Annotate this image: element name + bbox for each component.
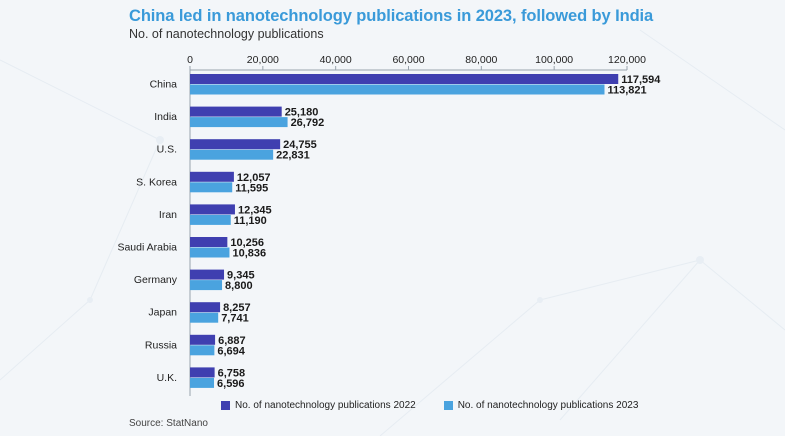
data-label-2023: 11,190 <box>234 215 267 227</box>
data-label-2022: 12,057 <box>237 172 271 184</box>
legend-item-2023: No. of nanotechnology publications 2023 <box>443 400 639 411</box>
bar-2023 <box>190 377 215 388</box>
bar-2022 <box>190 367 215 378</box>
bar-2023 <box>190 149 274 160</box>
bar-2023 <box>190 117 288 128</box>
category-label: Russia <box>145 339 177 351</box>
data-label-2023: 22,831 <box>276 150 310 162</box>
bar-2022 <box>190 139 281 150</box>
chart-title: China led in nanotechnology publications… <box>129 7 654 25</box>
data-label-2022: 6,758 <box>218 367 246 379</box>
chart-legend: No. of nanotechnology publications 2022 … <box>221 400 666 411</box>
category-label: U.K. <box>157 372 177 384</box>
legend-label-2023: No. of nanotechnology publications 2023 <box>457 400 639 411</box>
data-label-2023: 113,821 <box>607 85 646 97</box>
data-label-2023: 7,741 <box>221 313 249 325</box>
data-label-2022: 25,180 <box>285 107 319 119</box>
bar-2022 <box>190 106 282 117</box>
bar-2022 <box>190 74 619 84</box>
category-label: India <box>154 111 177 123</box>
bar-2022 <box>190 204 235 215</box>
data-label-2023: 11,595 <box>235 182 268 194</box>
category-label: China <box>150 79 178 91</box>
category-label: Iran <box>159 209 177 221</box>
legend-label-2022: No. of nanotechnology publications 2022 <box>235 400 416 411</box>
legend-swatch-2023 <box>443 401 453 410</box>
x-tick-label: 20,000 <box>247 54 279 66</box>
category-label: Japan <box>148 307 177 319</box>
category-label: S. Korea <box>136 176 177 188</box>
data-label-2023: 26,792 <box>291 117 325 129</box>
category-label: Germany <box>134 274 178 286</box>
source-note: Source: StatNano <box>129 418 208 429</box>
category-label: U.S. <box>157 144 177 156</box>
bar-2022 <box>190 237 228 247</box>
x-tick-label: 60,000 <box>392 54 424 66</box>
data-label-2022: 12,345 <box>238 204 272 216</box>
data-label-2023: 6,694 <box>217 345 245 357</box>
bar-2023 <box>190 84 605 95</box>
x-tick-label: 120,000 <box>608 54 646 66</box>
data-label-2022: 10,256 <box>230 237 264 249</box>
data-label-2022: 117,594 <box>621 74 661 86</box>
bar-2023 <box>190 214 231 225</box>
category-label: Saudi Arabia <box>117 242 177 254</box>
bar-2022 <box>190 334 216 345</box>
data-label-2022: 9,345 <box>227 270 255 282</box>
x-tick-label: 40,000 <box>320 54 352 66</box>
chart-subtitle: No. of nanotechnology publications <box>129 27 324 41</box>
data-label-2022: 24,755 <box>283 139 317 151</box>
legend-item-2022: No. of nanotechnology publications 2022 <box>221 400 416 411</box>
bar-2023 <box>190 247 230 258</box>
data-label-2023: 8,800 <box>225 280 253 292</box>
bar-2023 <box>190 280 223 291</box>
data-label-2023: 10,836 <box>232 248 266 260</box>
bar-2022 <box>190 269 225 280</box>
bar-2023 <box>190 312 219 323</box>
x-tick-label: 0 <box>187 54 193 66</box>
x-tick-label: 80,000 <box>465 54 497 66</box>
x-tick-label: 100,000 <box>535 54 573 66</box>
data-label-2022: 8,257 <box>223 302 251 314</box>
bar-2023 <box>190 345 215 356</box>
legend-swatch-2022 <box>221 401 230 410</box>
bar-2022 <box>190 171 234 182</box>
data-label-2022: 6,887 <box>218 335 246 347</box>
data-label-2023: 6,596 <box>217 378 245 390</box>
bar-2023 <box>190 182 233 193</box>
bar-2022 <box>190 302 221 313</box>
